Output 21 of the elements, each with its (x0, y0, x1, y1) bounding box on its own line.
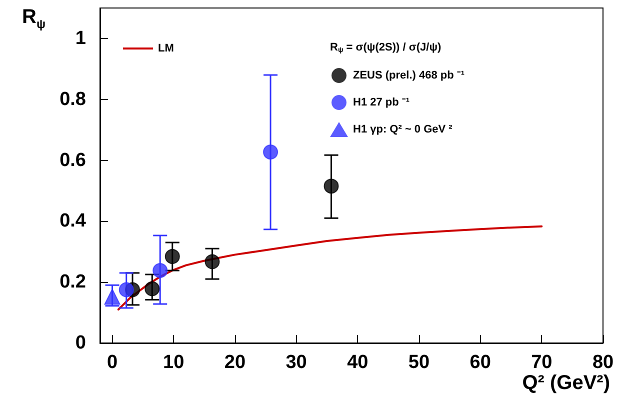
y-tick-label: 1 (75, 28, 86, 49)
x-tick-label: 70 (531, 352, 552, 373)
x-axis-title: Q² (GeV²) (522, 372, 610, 395)
y-tick-label: 0.6 (60, 150, 86, 171)
y-tick-label: 0 (75, 332, 86, 354)
x-tick-label: 10 (163, 352, 184, 373)
legend-label: LM (158, 42, 174, 54)
y-tick-label: 0.2 (60, 272, 86, 293)
x-tick-label: 30 (286, 352, 307, 373)
y-tick-label: 0.4 (60, 210, 86, 232)
x-tick-label: 0 (106, 352, 118, 373)
y-tick-label: 0.8 (60, 88, 86, 110)
x-tick-label: 20 (224, 352, 246, 373)
x-tick-label: 50 (408, 352, 430, 373)
legend-label: H1 γp: Q² ~ 0 GeV ² (353, 124, 453, 136)
x-tick-label: 80 (592, 352, 614, 373)
legend-label: ZEUS (prel.) 468 pb ⁻¹ (353, 70, 465, 82)
legend-label: H1 27 pb ⁻¹ (353, 96, 410, 108)
y-axis-title: R$_{ψ}$ (22, 6, 46, 31)
x-tick-label: 60 (470, 352, 491, 373)
x-tick-label: 40 (347, 352, 368, 373)
